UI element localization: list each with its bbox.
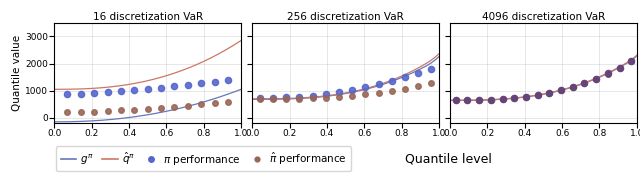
Text: Quantile level: Quantile level xyxy=(404,152,492,165)
Point xyxy=(413,85,424,88)
Point xyxy=(129,108,140,111)
Y-axis label: Quantile value: Quantile value xyxy=(12,35,22,111)
Point xyxy=(102,110,113,112)
Point xyxy=(143,88,153,90)
Point xyxy=(556,89,566,92)
Point xyxy=(196,103,206,106)
Point xyxy=(521,96,531,98)
Point xyxy=(183,104,193,107)
Point xyxy=(544,92,554,95)
Point xyxy=(556,89,566,92)
Point xyxy=(196,82,206,85)
Point xyxy=(474,99,484,101)
Point xyxy=(62,111,72,114)
Point xyxy=(76,92,86,95)
Point xyxy=(89,92,99,95)
Point xyxy=(62,93,72,96)
Point xyxy=(294,97,305,100)
Point xyxy=(76,111,86,113)
Point xyxy=(321,96,331,99)
Point xyxy=(294,95,305,98)
Title: 256 discretization VaR: 256 discretization VaR xyxy=(287,12,404,22)
Point xyxy=(360,93,371,96)
Point xyxy=(255,97,265,100)
Point xyxy=(568,86,578,89)
Legend: $g^\pi$, $\hat{q}^\pi$, $\pi$ performance, $\hat{\pi}$ performance: $g^\pi$, $\hat{q}^\pi$, $\pi$ performanc… xyxy=(56,146,351,171)
Point xyxy=(89,110,99,113)
Point xyxy=(400,76,410,79)
Point xyxy=(626,60,636,63)
Point xyxy=(156,86,166,89)
Point xyxy=(426,82,436,85)
Point xyxy=(170,105,180,108)
Point xyxy=(334,95,344,98)
Point xyxy=(579,82,589,85)
Point xyxy=(579,82,589,84)
Point xyxy=(268,98,278,101)
Point xyxy=(281,98,291,100)
Point xyxy=(451,99,461,102)
Point xyxy=(307,97,317,100)
Point xyxy=(374,83,384,86)
Point xyxy=(486,98,496,101)
Point xyxy=(374,91,384,94)
Point xyxy=(509,97,519,99)
Point xyxy=(532,94,543,97)
Point xyxy=(614,67,625,70)
Point xyxy=(497,98,508,100)
Point xyxy=(400,87,410,90)
Point xyxy=(462,99,472,102)
Point xyxy=(116,90,126,93)
Point xyxy=(462,99,472,102)
Title: 16 discretization VaR: 16 discretization VaR xyxy=(93,12,203,22)
Point xyxy=(474,99,484,102)
Point xyxy=(360,86,371,89)
Title: 4096 discretization VaR: 4096 discretization VaR xyxy=(482,12,605,22)
Point xyxy=(102,91,113,94)
Point xyxy=(307,94,317,97)
Point xyxy=(451,99,461,102)
Point xyxy=(156,106,166,109)
Point xyxy=(497,98,508,100)
Point xyxy=(544,92,554,94)
Point xyxy=(223,79,233,81)
Point xyxy=(521,95,531,98)
Point xyxy=(183,83,193,86)
Point xyxy=(129,89,140,92)
Point xyxy=(334,91,344,94)
Point xyxy=(591,77,601,80)
Point xyxy=(603,72,613,75)
Point xyxy=(347,94,357,97)
Point xyxy=(387,80,397,83)
Point xyxy=(268,97,278,99)
Point xyxy=(347,89,357,92)
Point xyxy=(116,109,126,112)
Point xyxy=(281,96,291,99)
Point xyxy=(568,86,578,88)
Point xyxy=(614,66,625,69)
Point xyxy=(321,93,331,95)
Point xyxy=(387,89,397,92)
Point xyxy=(223,100,233,103)
Point xyxy=(486,98,496,101)
Point xyxy=(603,73,613,75)
Point xyxy=(591,78,601,80)
Point xyxy=(209,80,220,83)
Point xyxy=(509,97,519,100)
Point xyxy=(626,59,636,62)
Point xyxy=(413,72,424,74)
Point xyxy=(143,107,153,110)
Point xyxy=(209,102,220,105)
Point xyxy=(532,94,543,96)
Point xyxy=(170,85,180,88)
Point xyxy=(255,98,265,101)
Point xyxy=(426,67,436,70)
